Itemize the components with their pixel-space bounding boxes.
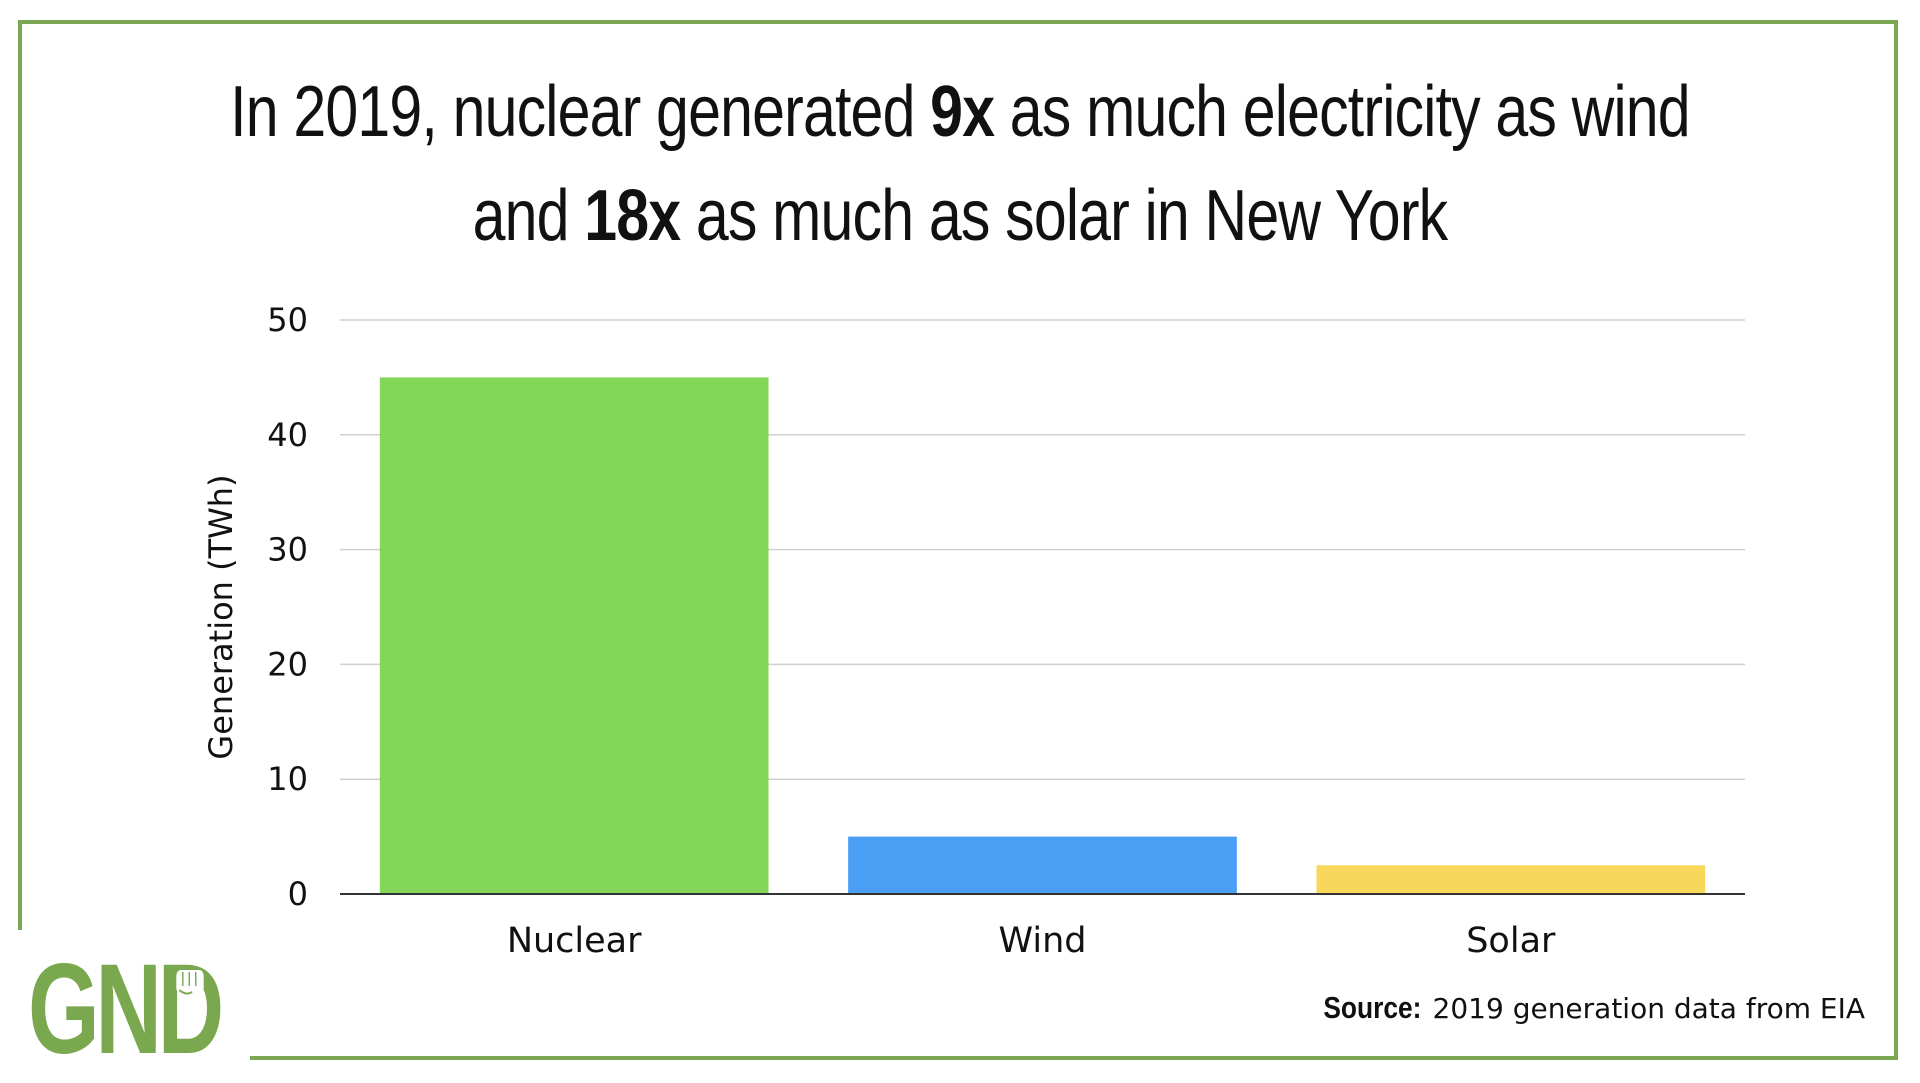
- y-tick-label-20: 20: [267, 645, 308, 683]
- gnd-logo: GND: [28, 938, 224, 1081]
- logo-letter-d: D: [158, 936, 225, 1083]
- source-label: Source:: [1323, 990, 1422, 1025]
- y-tick-label-50: 50: [267, 301, 308, 339]
- title-bold-ratio-solar: 18x: [584, 176, 681, 256]
- bar-wind: [848, 836, 1237, 894]
- title-text-1: In 2019, nuclear generated: [230, 72, 931, 152]
- title-text-2: as much electricity as wind and: [472, 72, 1691, 256]
- chart-frame: [18, 20, 1898, 1060]
- title-text-3: as much as solar in New York: [680, 176, 1448, 256]
- title-bold-ratio-wind: 9x: [930, 72, 995, 152]
- source-text: 2019 generation data from EIA: [1432, 992, 1865, 1025]
- x-tick-label-solar: Solar: [1466, 921, 1556, 961]
- raised-fist-icon: [176, 969, 204, 1024]
- x-tick-label-wind: Wind: [999, 921, 1087, 961]
- y-axis-label: Generation (TWh): [202, 474, 240, 759]
- y-tick-label-40: 40: [267, 416, 308, 454]
- bar-solar: [1316, 865, 1706, 894]
- source-note: Source: 2019 generation data from EIA: [1306, 990, 1865, 1026]
- bar-nuclear: [379, 377, 769, 894]
- chart-title: In 2019, nuclear generated 9x as much el…: [222, 60, 1698, 268]
- x-tick-label-nuclear: Nuclear: [507, 921, 642, 961]
- logo-background: [0, 930, 250, 1080]
- logo-text-gn: GN: [28, 937, 162, 1081]
- y-tick-label-10: 10: [267, 760, 308, 798]
- y-tick-label-30: 30: [267, 531, 308, 569]
- y-tick-label-0: 0: [288, 875, 308, 913]
